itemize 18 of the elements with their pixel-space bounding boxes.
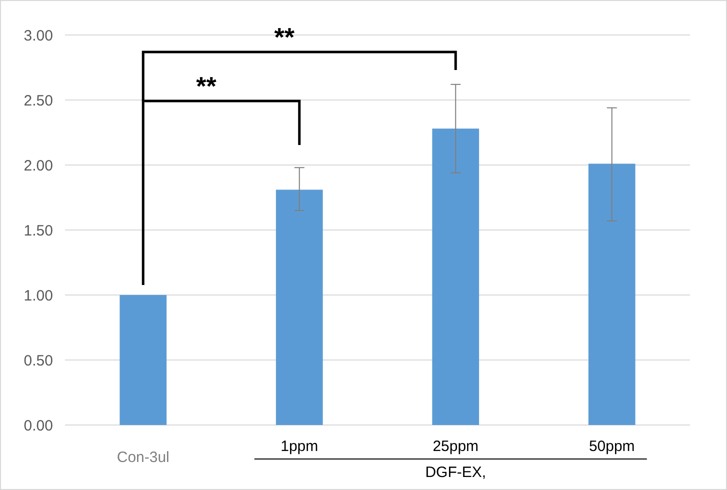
x-tick-label: 50ppm [588,438,635,455]
bar [432,128,480,425]
x-tick-label: 25ppm [432,438,479,455]
y-tick-label: 1.50 [24,222,53,240]
annotation: ** [274,22,296,52]
annotation: ** [196,71,218,101]
y-tick-label: 0.00 [24,417,53,434]
y-tick-label: 2.50 [24,92,53,110]
x-tick-label: 1ppm [280,438,318,455]
x-tick-label: Con-3ul [116,449,170,466]
y-tick-label: 3.00 [24,27,53,44]
x-axis-title: DGF-EX, [425,464,486,481]
bar [588,164,636,425]
y-tick-label: 0.50 [24,352,53,370]
y-tick-label: 2.00 [24,157,53,174]
bar [276,190,323,425]
y-tick-label: 1.00 [24,287,53,304]
bar [120,295,167,425]
